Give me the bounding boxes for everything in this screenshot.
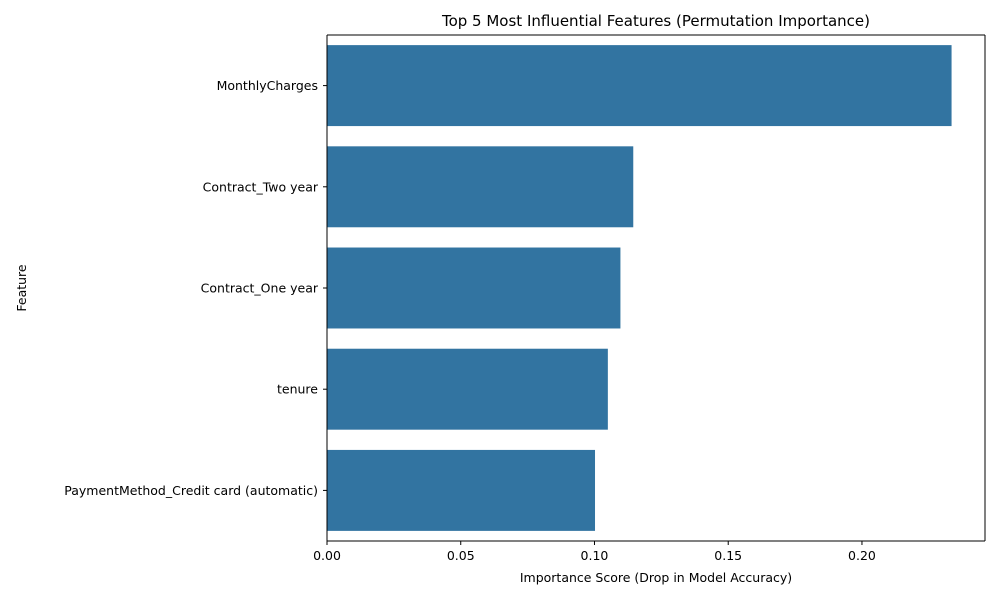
x-tick-label: 0.00: [313, 548, 341, 563]
bars-layer: [327, 45, 952, 531]
x-ticks-layer: 0.00 0.05 0.10 0.15 0.20: [313, 541, 876, 563]
x-tick-label: 0.15: [714, 548, 742, 563]
bar: [327, 45, 952, 127]
bar: [327, 348, 608, 430]
bar: [327, 247, 621, 329]
bar: [327, 449, 596, 531]
y-ticks-layer: MonthlyCharges Contract_Two year Contract_…: [64, 78, 327, 498]
x-tick-label: 0.05: [447, 548, 475, 563]
x-axis-label: Importance Score (Drop in Model Accuracy…: [520, 570, 792, 585]
bar: [327, 146, 634, 228]
chart-title: Top 5 Most Influential Features (Permuta…: [441, 12, 870, 30]
x-tick-label: 0.10: [581, 548, 609, 563]
y-tick-label: tenure: [277, 382, 318, 397]
axes-frame: [326, 34, 986, 542]
y-tick-label: Contract_Two year: [203, 179, 319, 194]
y-tick-label: PaymentMethod_Credit card (automatic): [64, 483, 318, 498]
x-tick-label: 0.20: [848, 548, 876, 563]
y-axis-label: Feature: [14, 264, 29, 312]
y-tick-label: MonthlyCharges: [217, 78, 318, 93]
y-tick-label: Contract_One year: [201, 281, 319, 296]
